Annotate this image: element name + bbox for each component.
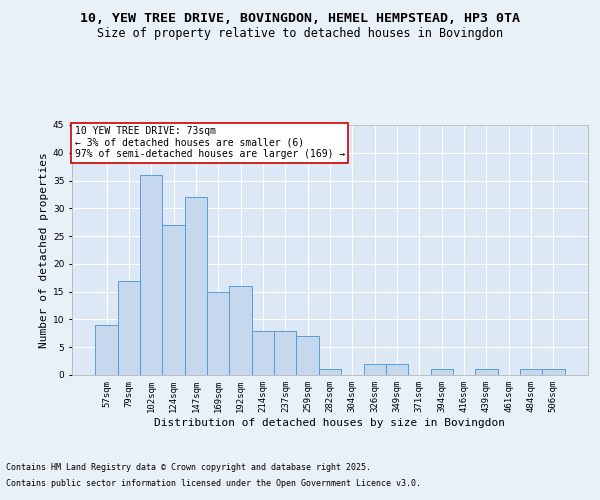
Bar	[475, 370, 497, 375]
Bar	[386, 364, 408, 375]
Y-axis label: Number of detached properties: Number of detached properties	[38, 152, 49, 348]
Bar	[229, 286, 252, 375]
Bar	[185, 197, 207, 375]
Bar	[520, 370, 542, 375]
Text: 10, YEW TREE DRIVE, BOVINGDON, HEMEL HEMPSTEAD, HP3 0TA: 10, YEW TREE DRIVE, BOVINGDON, HEMEL HEM…	[80, 12, 520, 26]
Bar	[95, 325, 118, 375]
Bar	[274, 330, 296, 375]
Text: Size of property relative to detached houses in Bovingdon: Size of property relative to detached ho…	[97, 28, 503, 40]
Text: Contains public sector information licensed under the Open Government Licence v3: Contains public sector information licen…	[6, 478, 421, 488]
Bar	[542, 370, 565, 375]
Bar	[364, 364, 386, 375]
Bar	[140, 175, 163, 375]
Bar	[252, 330, 274, 375]
Bar	[118, 280, 140, 375]
Text: Contains HM Land Registry data © Crown copyright and database right 2025.: Contains HM Land Registry data © Crown c…	[6, 464, 371, 472]
X-axis label: Distribution of detached houses by size in Bovingdon: Distribution of detached houses by size …	[155, 418, 505, 428]
Bar	[207, 292, 229, 375]
Text: 10 YEW TREE DRIVE: 73sqm
← 3% of detached houses are smaller (6)
97% of semi-det: 10 YEW TREE DRIVE: 73sqm ← 3% of detache…	[74, 126, 345, 160]
Bar	[296, 336, 319, 375]
Bar	[431, 370, 453, 375]
Bar	[163, 225, 185, 375]
Bar	[319, 370, 341, 375]
